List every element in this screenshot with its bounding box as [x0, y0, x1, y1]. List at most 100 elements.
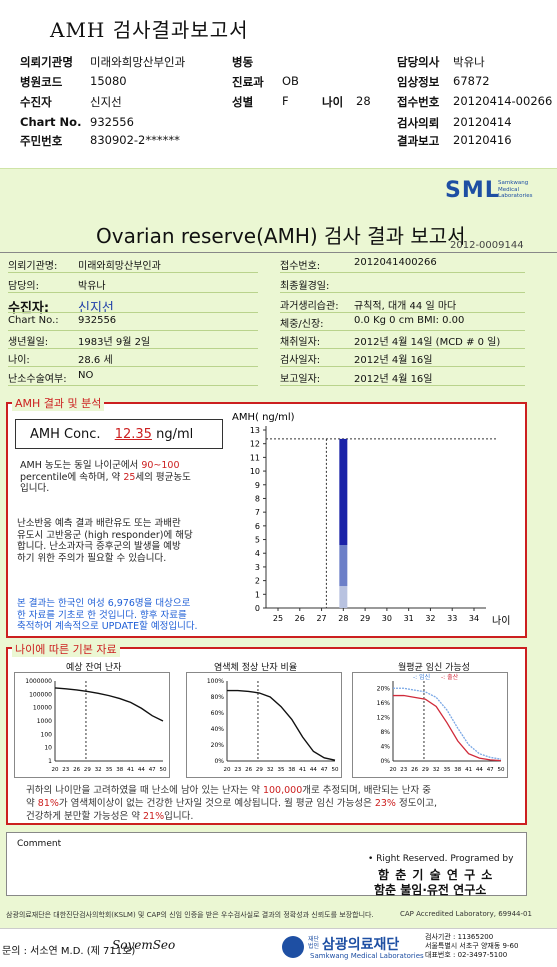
info-divider — [8, 312, 258, 313]
info-right-value-2: 규칙적, 대개 44 일 마다 — [354, 297, 456, 312]
mini-x-tick-label: 41 — [127, 767, 134, 773]
mini-x-tick-label: 32 — [95, 767, 102, 773]
header-right-label-1: 임상정보 — [397, 74, 439, 90]
data-basis-note: 본 결과는 한국인 여성 6,976명을 대상으로 한 자료를 기초로 한 것입… — [17, 598, 227, 633]
legend-birth: -: 출산 — [441, 673, 459, 681]
info-left-value-0: 미래와희망산부인과 — [78, 257, 161, 272]
header-right-label-4: 결과보고 — [397, 133, 439, 149]
info-right-label-1: 최종월경일: — [280, 277, 329, 292]
amh-y-tick-label: 8 — [255, 494, 260, 503]
remaining-eggs-chart-frame: 2023262932353841444750100000010000010000… — [14, 672, 170, 778]
mini-x-tick-label: 20 — [52, 767, 59, 773]
mini-x-tick-label: 44 — [138, 767, 145, 773]
header-age-value: 28 — [356, 94, 371, 108]
info-divider — [280, 312, 525, 313]
mini-x-tick-label: 20 — [390, 767, 397, 773]
info-right-value-0: 2012041400266 — [354, 257, 437, 268]
info-left-label-5: 나이: — [8, 351, 30, 366]
rights-line: • Right Reserved. Programed by — [368, 854, 513, 864]
amh-bar-chart: AMH( ng/ml)01234567891011121325262728293… — [224, 410, 524, 634]
org-logo-icon — [282, 936, 304, 958]
sml-logo-subtitle: SamkwangMedicalLaboratories — [498, 180, 532, 200]
mini-y-tick-label: 10 — [44, 745, 52, 752]
header-left-value-4: 830902-2****** — [90, 133, 180, 147]
info-right-label-2: 과거생리습관: — [280, 297, 339, 312]
normal-eggs-line — [227, 691, 335, 761]
info-divider — [280, 272, 525, 273]
amh-conc-value: 12.35 — [115, 427, 152, 442]
amh-y-tick-label: 1 — [255, 590, 260, 599]
amh-bar-segment — [339, 545, 347, 586]
amh-y-tick-label: 5 — [255, 536, 260, 545]
mini-x-tick-label: 32 — [267, 767, 274, 773]
header-left-value-3: 932556 — [90, 115, 134, 129]
info-left-label-0: 의뢰기관명: — [8, 257, 57, 272]
mini-x-tick-label: 47 — [487, 767, 494, 773]
amh-x-tick-label: 25 — [273, 614, 283, 623]
amh-chart-area: AMH( ng/ml)01234567891011121325262728293… — [224, 410, 524, 634]
info-left-label-1: 담당의: — [8, 277, 39, 292]
info-right-label-6: 보고일자: — [280, 370, 320, 385]
mini-y-tick-label: 0% — [214, 758, 224, 765]
mini-y-tick-label: 8% — [380, 729, 390, 736]
rights-lab2: 함춘 불임·유전 연구소 — [374, 881, 486, 898]
mini-x-tick-label: 29 — [422, 767, 429, 773]
info-left-label-6: 난소수술여부: — [8, 370, 67, 385]
info-right-label-0: 접수번호: — [280, 257, 320, 272]
pregnancy-rate-chart: 202326293235384144475020%16%12%8%4%0%-: … — [353, 673, 509, 779]
info-left-label-4: 생년월일: — [8, 333, 48, 348]
remaining-eggs-line — [55, 688, 163, 721]
remaining-eggs-chart: 2023262932353841444750100000010000010000… — [15, 673, 171, 779]
amh-y-tick-label: 7 — [255, 508, 260, 517]
mini-x-tick-label: 23 — [62, 767, 69, 773]
amh-y-tick-label: 0 — [255, 604, 260, 613]
mini-x-tick-label: 44 — [310, 767, 317, 773]
header-mid-label-0: 병동 — [232, 54, 253, 70]
divider — [0, 252, 557, 253]
mini-y-tick-label: 60% — [211, 710, 225, 717]
amh-bar-segment — [339, 439, 347, 545]
header-left-value-2: 신지선 — [90, 94, 122, 110]
header-right-label-3: 검사의뢰 — [397, 115, 439, 131]
header-left-label-2: 수진자 — [20, 94, 52, 110]
header-right-value-4: 20120416 — [453, 133, 512, 147]
mini-x-tick-label: 47 — [321, 767, 328, 773]
mini-y-tick-label: 1000000 — [25, 678, 52, 685]
header-age-label: 나이 — [322, 94, 343, 110]
info-divider — [280, 366, 525, 367]
header-right-value-1: 67872 — [453, 74, 490, 88]
info-divider — [280, 348, 525, 349]
amh-x-tick-label: 30 — [382, 614, 392, 623]
header-left-label-3: Chart No. — [20, 115, 81, 129]
amh-x-tick-label: 26 — [295, 614, 305, 623]
mini-y-tick-label: 4% — [380, 743, 390, 750]
info-divider — [8, 366, 258, 367]
mini-x-tick-label: 23 — [400, 767, 407, 773]
info-right-value-5: 2012년 4월 16일 — [354, 351, 433, 366]
mini-y-tick-label: 0% — [380, 758, 390, 765]
amh-section-tag: AMH 결과 및 분석 — [12, 395, 104, 411]
mini-y-tick-label: 20% — [211, 742, 225, 749]
amh-x-tick-label: 28 — [338, 614, 348, 623]
amh-x-tick-label: 27 — [316, 614, 326, 623]
mini-x-tick-label: 38 — [116, 767, 123, 773]
ovarian-response-text: 난소반응 예측 결과 배란유도 또는 과배란 유도시 고반응군 (high re… — [17, 518, 223, 564]
header-mid-value-2: F — [282, 94, 289, 108]
info-left-value-4: 1983년 9월 2일 — [78, 333, 150, 348]
amh-y-tick-label: 6 — [255, 522, 260, 531]
amh-y-tick-label: 13 — [250, 426, 260, 435]
amh-bar-segment — [339, 586, 347, 608]
mini-y-tick-label: 20% — [377, 685, 391, 692]
mini-y-tick-label: 1000 — [37, 718, 52, 725]
info-left-value-3: 932556 — [78, 315, 116, 326]
amh-y-tick-label: 10 — [250, 467, 260, 476]
document-number: 2012-0009144 — [450, 240, 524, 251]
header-left-label-4: 주민번호 — [20, 133, 62, 149]
mini-y-tick-label: 16% — [377, 700, 391, 707]
mini-x-tick-label: 29 — [256, 767, 263, 773]
amh-conc-label: AMH Conc. — [30, 427, 101, 442]
sml-logo: SML — [445, 178, 500, 203]
header-left-value-1: 15080 — [90, 74, 127, 88]
pregnancy-series-line — [393, 696, 501, 761]
info-right-label-4: 채취일자: — [280, 333, 320, 348]
